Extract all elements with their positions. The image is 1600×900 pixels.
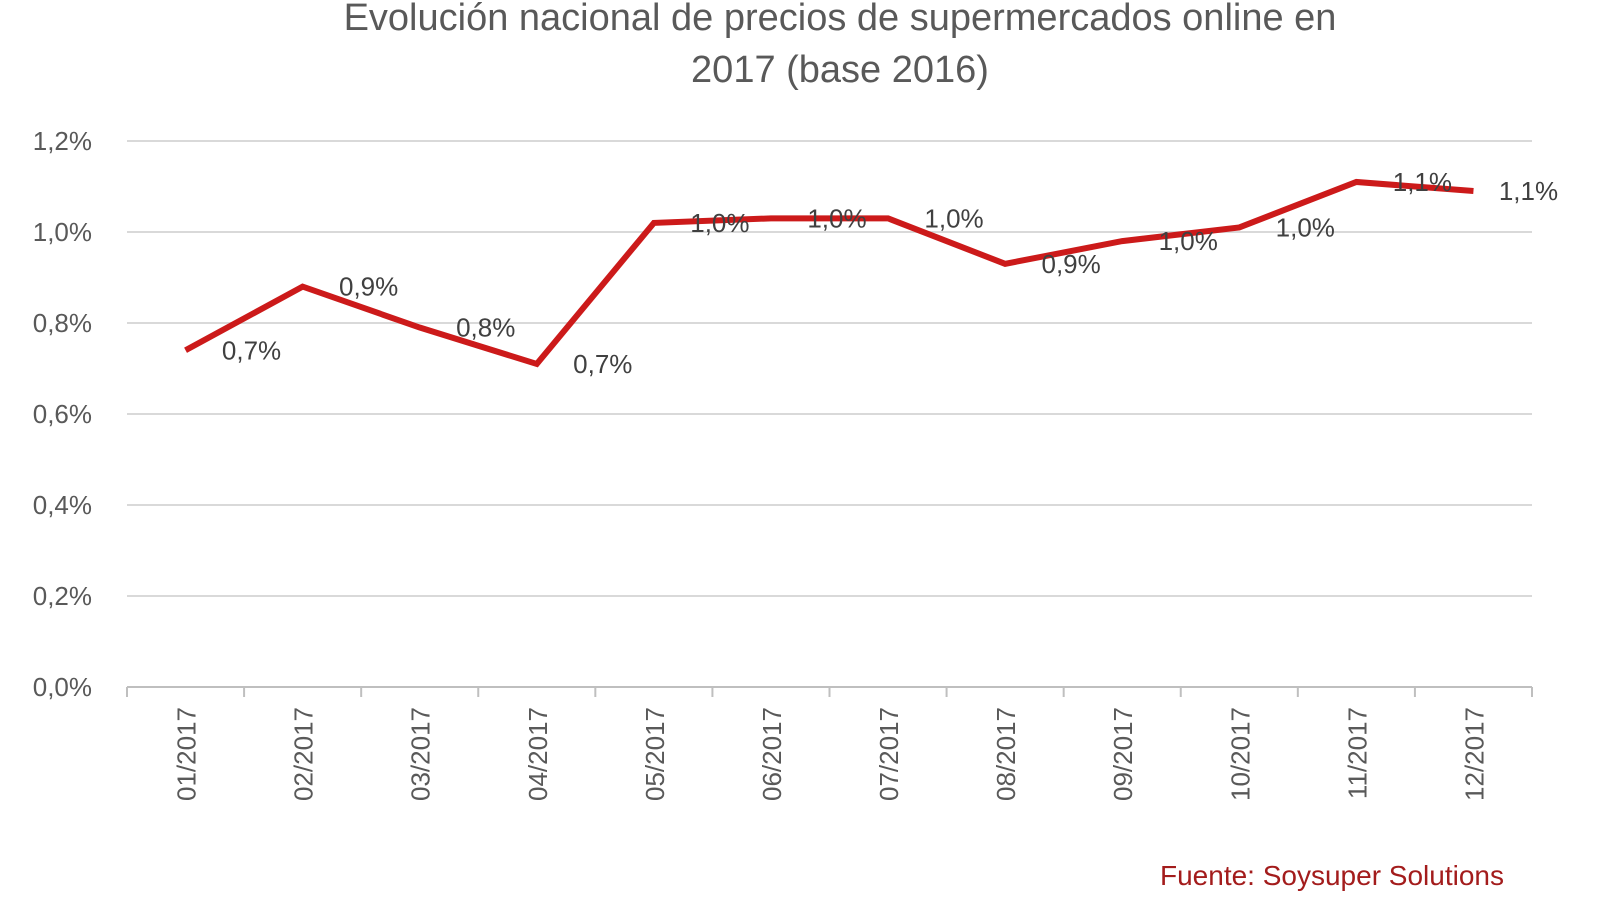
y-tick-label: 0,8%	[33, 308, 92, 338]
source-note: Fuente: Soysuper Solutions	[1160, 860, 1504, 891]
y-tick-label: 0,4%	[33, 490, 92, 520]
data-label: 1,0%	[1276, 212, 1335, 242]
x-tick-label: 07/2017	[874, 707, 904, 801]
x-tick-label: 05/2017	[640, 707, 670, 801]
y-tick-label: 1,2%	[33, 126, 92, 156]
y-tick-label: 1,0%	[33, 217, 92, 247]
x-tick-label: 02/2017	[289, 707, 319, 801]
chart-title-line-1: Evolución nacional de precios de superme…	[343, 0, 1337, 39]
x-tick-label: 01/2017	[172, 707, 202, 801]
series-line	[184, 178, 1474, 368]
x-tick-label: 12/2017	[1459, 707, 1489, 801]
data-label: 1,0%	[807, 203, 866, 233]
y-tick-label: 0,0%	[33, 672, 92, 702]
data-label: 1,0%	[690, 208, 749, 238]
x-tick-label: 06/2017	[757, 707, 787, 801]
x-tick-label: 08/2017	[991, 707, 1021, 801]
chart-title-line-2: 2017 (base 2016)	[691, 49, 989, 91]
y-tick-label: 0,2%	[33, 581, 92, 611]
x-tick-label: 04/2017	[523, 707, 553, 801]
y-tick-label: 0,6%	[33, 399, 92, 429]
chart-title: Evolución nacional de precios de superme…	[0, 0, 1600, 96]
data-label: 0,7%	[222, 335, 281, 365]
data-label: 1,0%	[1159, 226, 1218, 256]
x-tick-label: 03/2017	[406, 707, 436, 801]
data-label: 0,9%	[1041, 249, 1100, 279]
data-label: 0,8%	[456, 313, 515, 343]
data-label: 1,0%	[924, 203, 983, 233]
x-tick-label: 09/2017	[1108, 707, 1138, 801]
data-label: 0,7%	[573, 349, 632, 379]
data-label: 1,1%	[1393, 167, 1452, 197]
data-label: 1,1%	[1499, 176, 1558, 206]
x-tick-label: 11/2017	[1342, 707, 1372, 799]
data-label: 0,9%	[339, 272, 398, 302]
x-tick-label: 10/2017	[1225, 707, 1255, 801]
